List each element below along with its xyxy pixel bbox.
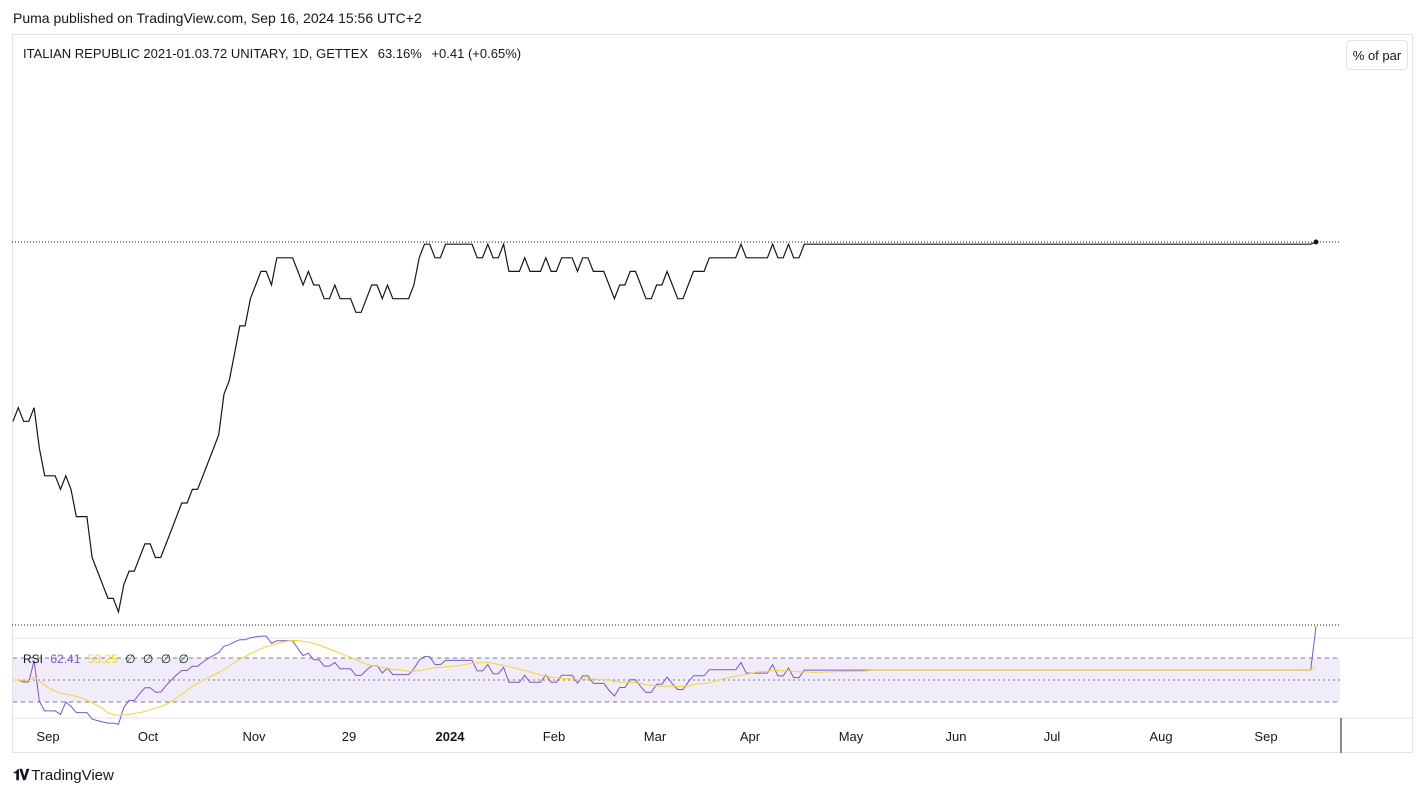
rsi-ma-line	[13, 639, 1317, 716]
price-line	[12, 241, 1317, 615]
last-price-dot	[1313, 239, 1319, 245]
x-tick-label: Feb	[543, 729, 565, 744]
chart-frame[interactable]	[12, 34, 1413, 753]
symbol-name: ITALIAN REPUBLIC 2021-01.03.72 UNITARY, …	[23, 46, 369, 61]
x-tick-label: Jun	[946, 729, 967, 744]
x-tick-label: Jul	[1044, 729, 1061, 744]
price-layer	[12, 239, 1319, 615]
rsi-value: 62.41	[50, 652, 81, 666]
last-price: 63.16%	[377, 46, 422, 61]
tradingview-logo[interactable]: 𝟏𝐕 TradingView	[13, 767, 114, 784]
x-tick-label: Aug	[1149, 729, 1172, 744]
x-tick-label: 29	[342, 729, 356, 744]
symbol-legend: ITALIAN REPUBLIC 2021-01.03.72 UNITARY, …	[23, 46, 527, 61]
price-change: +0.41 (+0.65%)	[431, 46, 522, 61]
rsi-extra-3: ∅	[160, 652, 172, 666]
brand-name: TradingView	[31, 767, 114, 784]
rsi-layer	[13, 626, 1340, 725]
grid-layer	[12, 241, 1413, 753]
scale-mode-button[interactable]: % of par	[1346, 40, 1408, 70]
x-tick-label: Nov	[242, 729, 266, 744]
rsi-legend: RSI 62.41 53.25 ∅ ∅ ∅ ∅	[23, 652, 193, 666]
rsi-band	[13, 658, 1340, 702]
publish-caption: Puma published on TradingView.com, Sep 1…	[13, 10, 422, 26]
rsi-ma-value: 53.25	[87, 652, 118, 666]
rsi-name: RSI	[23, 652, 44, 666]
x-tick-label: Apr	[740, 729, 761, 744]
x-tick-label: Sep	[1254, 729, 1277, 744]
x-tick-label: Oct	[138, 729, 159, 744]
rsi-extra-2: ∅	[142, 652, 154, 666]
rsi-extra-4: ∅	[178, 652, 189, 666]
x-tick-label: Sep	[36, 729, 59, 744]
rsi-extra-1: ∅	[125, 652, 136, 666]
time-axis: Sep Oct Nov 29 2024 Feb Mar Apr May Jun Jul Aug Sep	[36, 729, 1277, 744]
x-tick-label: May	[839, 729, 864, 744]
x-tick-label: Mar	[644, 729, 667, 744]
x-tick-label: 2024	[436, 729, 466, 744]
tradingview-logo-icon: 𝟏𝐕	[13, 767, 29, 784]
